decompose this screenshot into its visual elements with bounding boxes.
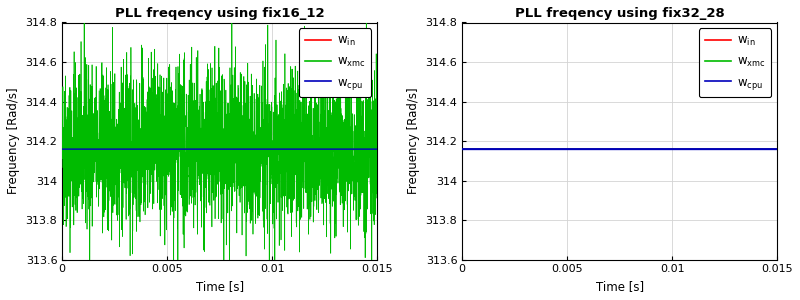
Title: PLL freqency using fix32_28: PLL freqency using fix32_28 [515,7,725,20]
X-axis label: Time [s]: Time [s] [596,280,644,293]
X-axis label: Time [s]: Time [s] [196,280,244,293]
Y-axis label: Frequency [Rad/s]: Frequency [Rad/s] [7,88,20,194]
Legend: w$_{\rm in}$, w$_{\rm xmc}$, w$_{\rm cpu}$: w$_{\rm in}$, w$_{\rm xmc}$, w$_{\rm cpu… [299,28,371,98]
Title: PLL freqency using fix16_12: PLL freqency using fix16_12 [115,7,325,20]
Legend: w$_{\rm in}$, w$_{\rm xmc}$, w$_{\rm cpu}$: w$_{\rm in}$, w$_{\rm xmc}$, w$_{\rm cpu… [699,28,771,98]
Y-axis label: Frequency [Rad/s]: Frequency [Rad/s] [407,88,420,194]
